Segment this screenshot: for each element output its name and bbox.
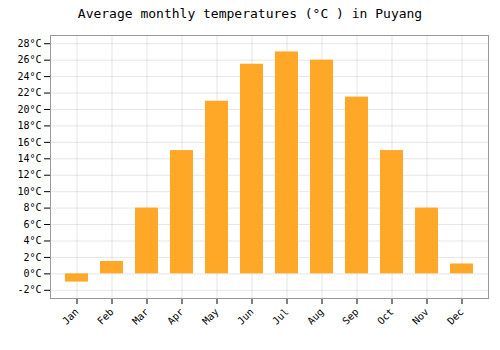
svg-text:Oct: Oct <box>375 306 396 327</box>
svg-text:Jan: Jan <box>60 306 81 327</box>
svg-text:Aug: Aug <box>305 306 326 327</box>
svg-text:16°C: 16°C <box>17 137 41 148</box>
svg-text:24°C: 24°C <box>17 71 41 82</box>
svg-text:14°C: 14°C <box>17 153 41 164</box>
svg-text:Dec: Dec <box>445 306 466 327</box>
svg-text:12°C: 12°C <box>17 169 41 180</box>
svg-text:Nov: Nov <box>410 306 431 327</box>
svg-text:10°C: 10°C <box>17 186 41 197</box>
svg-text:Jul: Jul <box>270 306 291 327</box>
svg-text:-2°C: -2°C <box>17 284 41 295</box>
svg-text:Mar: Mar <box>130 306 151 327</box>
svg-text:26°C: 26°C <box>17 54 41 65</box>
svg-text:28°C: 28°C <box>17 38 41 49</box>
svg-text:8°C: 8°C <box>23 202 41 213</box>
svg-text:Apr: Apr <box>165 306 186 327</box>
svg-text:4°C: 4°C <box>23 235 41 246</box>
svg-text:18°C: 18°C <box>17 120 41 131</box>
svg-text:Sep: Sep <box>340 306 361 327</box>
svg-text:6°C: 6°C <box>23 219 41 230</box>
html-text:Average monthly temperatures (: Average monthly temperatures (°C ) in Pu… <box>77 6 423 21</box>
svg-text:22°C: 22°C <box>17 87 41 98</box>
svg-text:May: May <box>200 306 221 327</box>
svg-text:20°C: 20°C <box>17 104 41 115</box>
svg-text:Feb: Feb <box>95 306 116 327</box>
svg-text:2°C: 2°C <box>23 252 41 263</box>
svg-text:Jun: Jun <box>235 306 256 327</box>
svg-text:0°C: 0°C <box>23 268 41 279</box>
